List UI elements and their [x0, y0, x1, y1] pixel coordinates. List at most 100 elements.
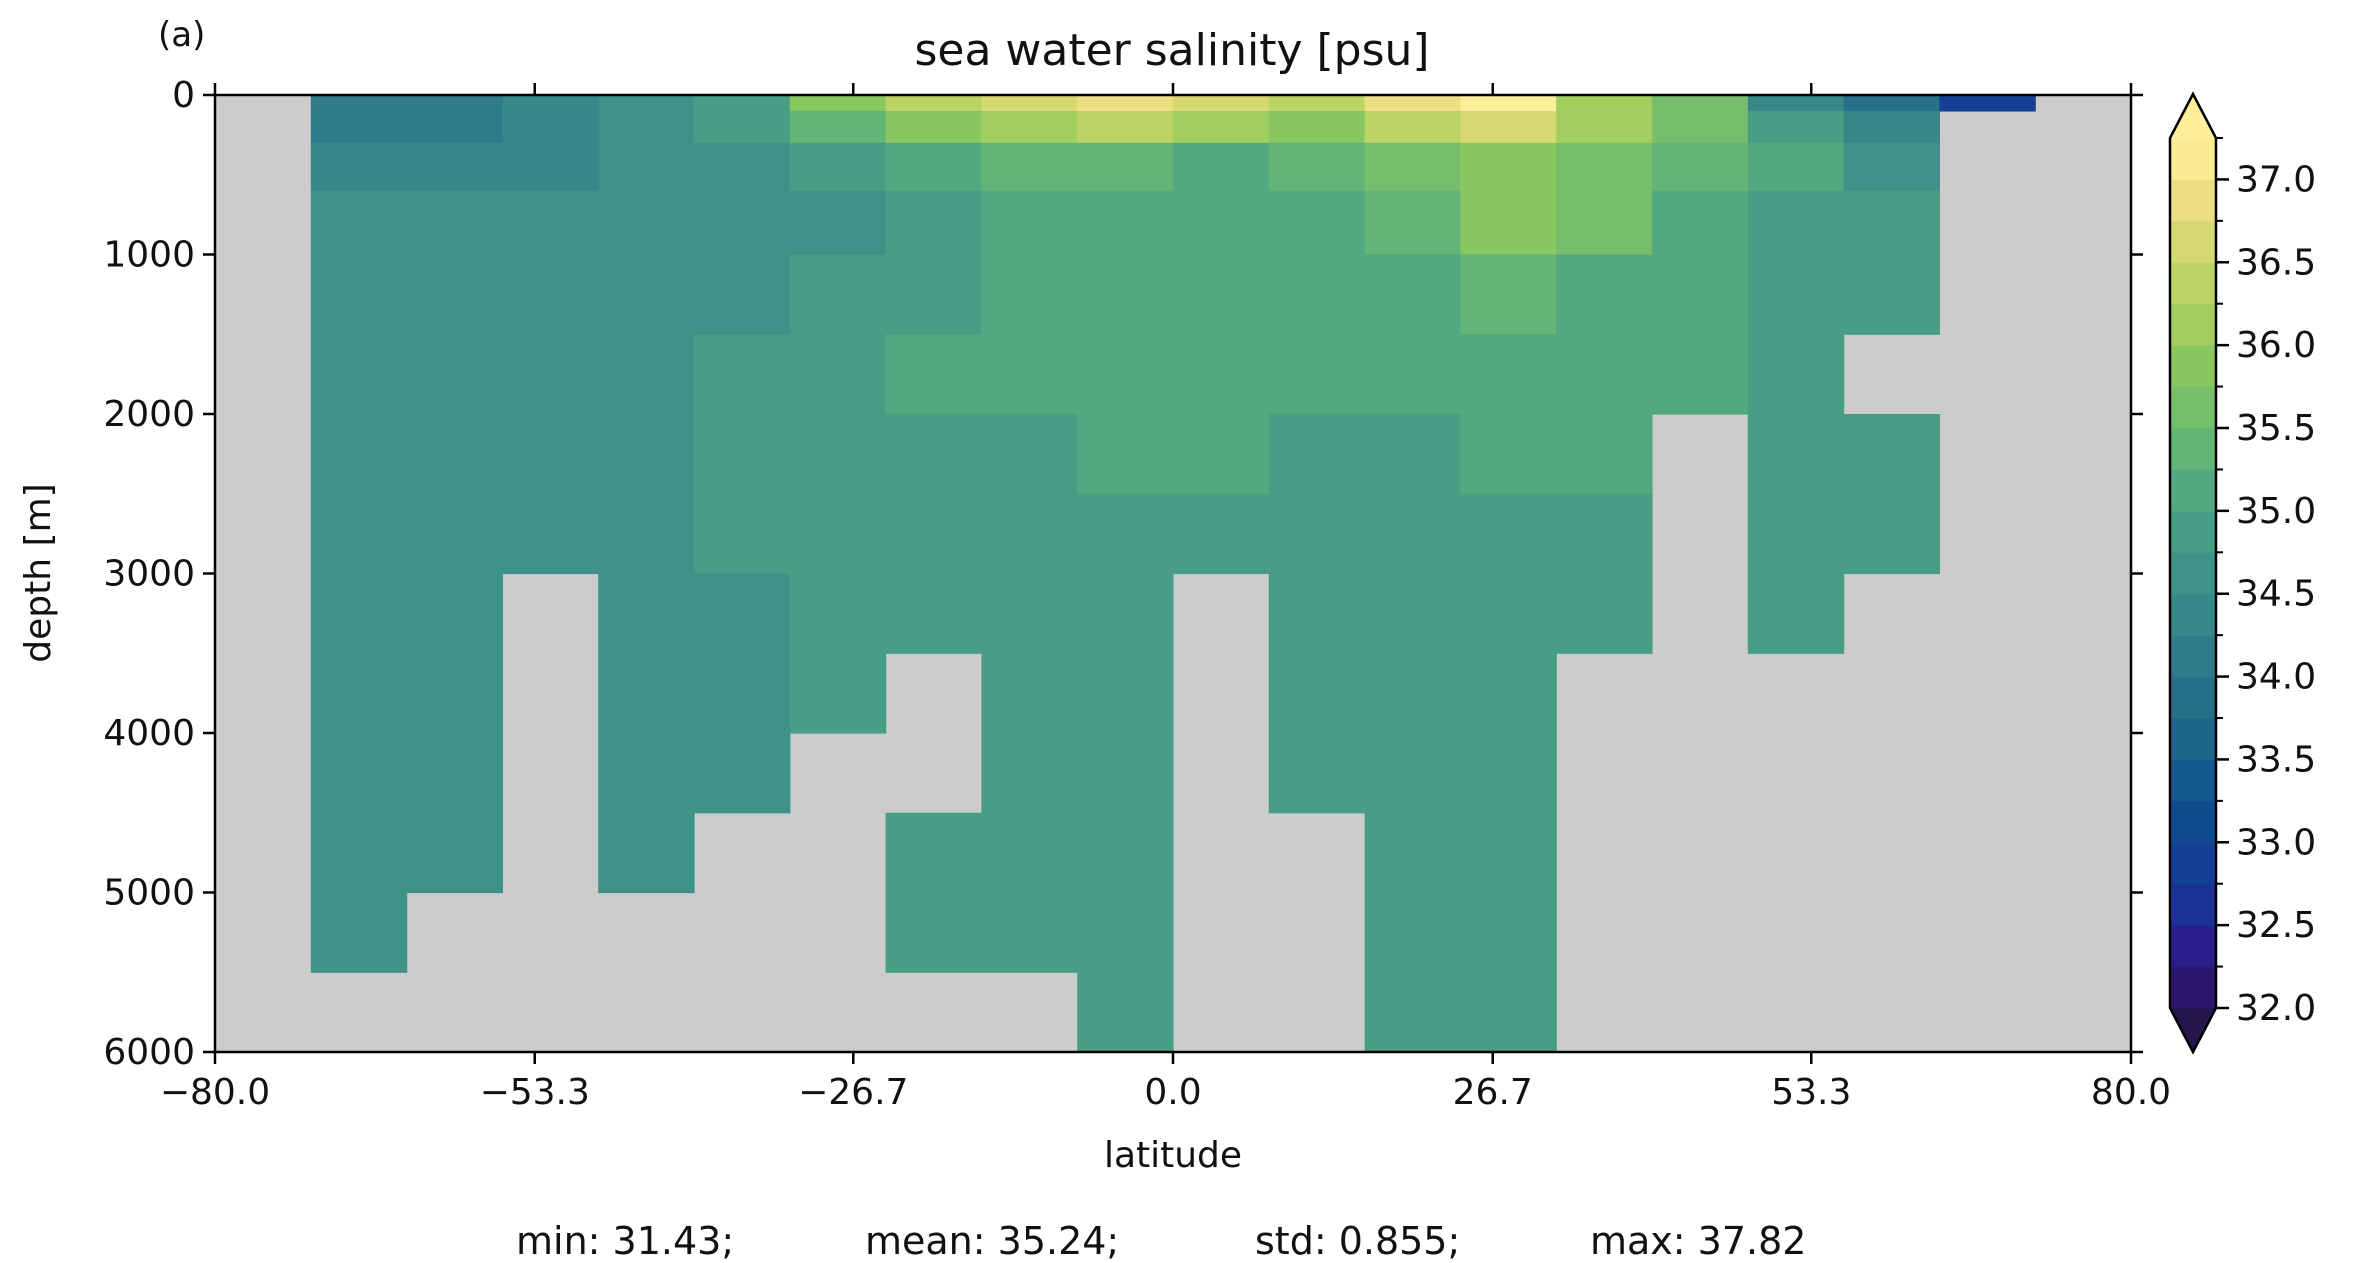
- colorbar-segment: [2170, 635, 2216, 678]
- colorbar-extend-top: [2170, 94, 2216, 138]
- salinity-cell: [1268, 573, 1366, 654]
- salinity-cell: [1173, 414, 1270, 495]
- salinity-cell: [1460, 573, 1557, 654]
- y-tick-label: 0: [172, 75, 195, 116]
- x-tick-label: 53.3: [1771, 1072, 1851, 1113]
- salinity-cell: [789, 573, 887, 654]
- salinity-cell: [1460, 493, 1557, 575]
- salinity-cell: [885, 892, 982, 973]
- stat-max: max: 37.82: [1590, 1219, 1806, 1263]
- salinity-cell: [310, 653, 408, 734]
- salinity-cell: [1364, 190, 1461, 256]
- salinity-cell: [981, 812, 1078, 894]
- colorbar: 32.0 32.5 33.0 33.5 34.0 34.5 35.0 35.5 36.0 36.5…: [2168, 91, 2316, 1055]
- salinity-cell: [1173, 95, 1270, 112]
- colorbar-segment: [2170, 345, 2216, 388]
- salinity-cell: [502, 493, 599, 575]
- colorbar-segment: [2170, 469, 2216, 512]
- salinity-cell: [598, 493, 695, 575]
- salinity-cell: [1364, 110, 1461, 144]
- salinity-cell: [1173, 334, 1270, 415]
- salinity-cell: [1077, 334, 1174, 415]
- salinity-cell: [1939, 95, 2036, 112]
- salinity-cell: [1747, 334, 1845, 415]
- y-tick-label: 6000: [103, 1032, 195, 1073]
- salinity-cell: [981, 733, 1078, 814]
- colorbar-segment: [2170, 138, 2216, 180]
- colorbar-segment: [2170, 303, 2216, 346]
- salinity-cell: [885, 493, 982, 575]
- salinity-cell: [598, 190, 695, 256]
- salinity-cell: [1268, 190, 1366, 256]
- salinity-cell: [789, 414, 887, 495]
- salinity-cell: [1077, 812, 1174, 894]
- salinity-cell: [1843, 190, 1940, 256]
- colorbar-tick-label: 34.5: [2236, 574, 2316, 615]
- salinity-cell: [1843, 110, 1940, 144]
- salinity-cell: [406, 334, 503, 415]
- salinity-cell: [1077, 573, 1174, 654]
- salinity-cell: [310, 414, 408, 495]
- salinity-cell: [1652, 190, 1749, 256]
- salinity-cell: [1460, 95, 1557, 112]
- salinity-cell: [694, 254, 791, 335]
- salinity-cell: [502, 254, 599, 335]
- salinity-cell: [1364, 414, 1461, 495]
- salinity-cell: [1173, 493, 1270, 575]
- salinity-cell: [1268, 493, 1366, 575]
- salinity-cell: [1268, 653, 1366, 734]
- salinity-cell: [1364, 892, 1461, 973]
- salinity-cell: [1364, 254, 1461, 335]
- salinity-cell: [310, 254, 408, 335]
- salinity-cell: [1556, 190, 1653, 256]
- salinity-cell: [1843, 414, 1940, 495]
- salinity-cell: [406, 110, 503, 144]
- colorbar-segment: [2170, 718, 2216, 760]
- y-tick-label: 3000: [103, 554, 195, 595]
- salinity-cell: [694, 493, 791, 575]
- colorbar-segment: [2170, 220, 2216, 263]
- salinity-cell: [1268, 733, 1366, 814]
- colorbar-segment: [2170, 262, 2216, 305]
- x-tick-label: −26.7: [798, 1072, 908, 1113]
- salinity-cell: [981, 95, 1078, 112]
- salinity-cell: [981, 334, 1078, 415]
- plot-area: [213, 93, 2133, 1054]
- salinity-cell: [981, 892, 1078, 973]
- salinity-cell: [1364, 573, 1461, 654]
- salinity-cell: [885, 110, 982, 144]
- salinity-cell: [981, 254, 1078, 335]
- salinity-cell: [406, 653, 503, 734]
- salinity-cell: [981, 142, 1078, 192]
- y-axis-label: depth [m]: [18, 483, 59, 662]
- salinity-cell: [1364, 334, 1461, 415]
- salinity-cell: [789, 95, 887, 112]
- colorbar-segment: [2170, 428, 2216, 470]
- salinity-cell: [598, 573, 695, 654]
- colorbar-tick-label: 33.0: [2236, 822, 2316, 863]
- colorbar-segment: [2170, 800, 2216, 843]
- x-tick-label: 26.7: [1453, 1072, 1533, 1113]
- salinity-cell: [694, 142, 791, 192]
- salinity-cell: [1460, 190, 1557, 256]
- salinity-cell: [598, 334, 695, 415]
- x-tick-label: −53.3: [480, 1072, 590, 1113]
- salinity-cell: [598, 414, 695, 495]
- salinity-cell: [885, 812, 982, 894]
- salinity-cell: [981, 493, 1078, 575]
- salinity-cell: [694, 190, 791, 256]
- salinity-cell: [1843, 95, 1940, 112]
- salinity-cell: [1556, 493, 1653, 575]
- salinity-cell: [694, 334, 791, 415]
- salinity-cell: [1747, 95, 1845, 112]
- salinity-cell: [1556, 573, 1653, 654]
- salinity-cell: [598, 110, 695, 144]
- colorbar-tick-label: 36.5: [2236, 242, 2316, 283]
- salinity-cell: [1077, 972, 1174, 1053]
- colorbar-tick-label: 32.5: [2236, 905, 2316, 946]
- salinity-cell: [981, 414, 1078, 495]
- salinity-cell: [1652, 110, 1749, 144]
- salinity-cell: [1077, 733, 1174, 814]
- colorbar-segment: [2170, 593, 2216, 636]
